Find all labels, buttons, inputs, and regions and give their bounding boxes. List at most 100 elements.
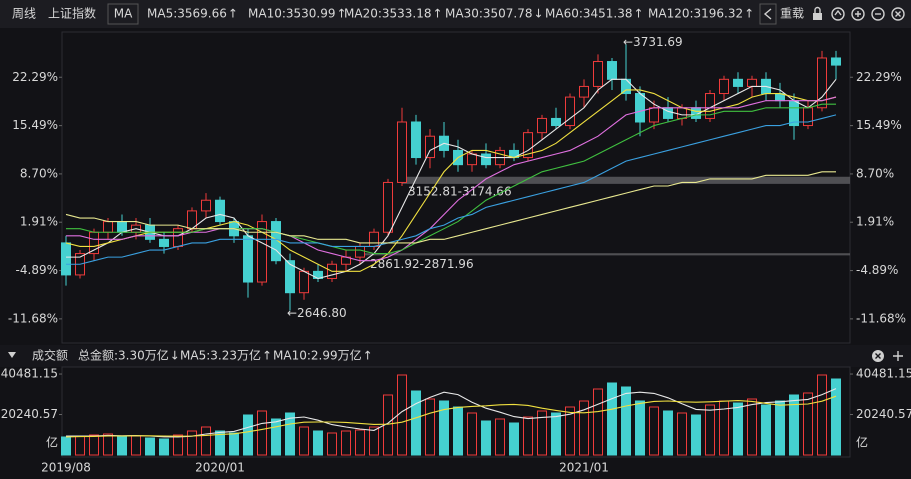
close-icon[interactable]: [891, 7, 905, 21]
ma-line: [66, 103, 836, 255]
volume-bar: [313, 430, 323, 456]
y-tick-label: 15.49%: [12, 118, 58, 132]
y-tick-label: 40481.15: [856, 367, 911, 381]
candle-body: [481, 153, 491, 166]
price-band: [364, 253, 850, 256]
candle-body: [635, 93, 645, 123]
zoom-in-icon[interactable]: [851, 7, 865, 21]
volume-bar: [285, 412, 295, 456]
volume-bar: [705, 404, 715, 456]
volume-bar: [159, 438, 169, 456]
candle-body: [355, 245, 365, 258]
volume-bar: [635, 400, 645, 456]
candle-body: [383, 181, 393, 233]
ma-line: [66, 78, 837, 280]
volume-bar: [131, 435, 141, 456]
candle-body: [593, 61, 603, 87]
candle-body: [159, 238, 169, 247]
candle-body: [551, 117, 561, 127]
volume-header: [0, 345, 911, 367]
total-arrow: ↓: [170, 349, 180, 363]
candle-body: [537, 117, 547, 134]
volume-close-icon[interactable]: [872, 350, 884, 362]
legend-arrow: ↑: [337, 7, 347, 21]
legend-arrow: ↑: [634, 7, 644, 21]
candle-body: [201, 199, 211, 212]
volume-bar: [453, 406, 463, 456]
candle-body: [215, 199, 225, 223]
lock-icon[interactable]: [813, 6, 822, 21]
candle-body: [831, 57, 841, 66]
candle-body: [747, 78, 757, 87]
volume-title: 成交额: [32, 348, 68, 363]
volume-bar: [439, 400, 449, 456]
x-tick-label: 2019/08: [41, 461, 91, 475]
symbol-name[interactable]: 上证指数: [48, 6, 96, 21]
legend-arrow: ↑: [228, 7, 238, 21]
y-tick-label: 20240.57: [856, 407, 911, 421]
volume-bar: [817, 374, 827, 456]
volume-bar: [509, 422, 519, 456]
y-tick-label: 1.91%: [856, 215, 894, 229]
candle-body: [677, 107, 687, 119]
y-tick-label: 20240.57: [1, 407, 58, 421]
volume-bar: [327, 432, 337, 456]
volume-add-icon[interactable]: [893, 351, 903, 361]
up-icon[interactable]: [831, 7, 845, 21]
collapse-icon: [763, 8, 772, 20]
candle-body: [607, 61, 617, 80]
band-label: 3152.81-3174.66: [408, 184, 512, 198]
legend-arrow: ↑: [744, 7, 754, 21]
annotation: ←3731.69: [623, 35, 683, 49]
candle-body: [411, 121, 421, 159]
y-tick-label: 8.70%: [20, 166, 58, 180]
volume-bar: [467, 412, 477, 456]
legend-arrow: ↑: [262, 349, 272, 363]
zoom-out-icon[interactable]: [871, 7, 885, 21]
volume-bar: [173, 434, 183, 456]
volume-bar: [803, 392, 813, 456]
y-tick-label: 8.70%: [856, 166, 894, 180]
candle-body: [579, 85, 589, 98]
volume-bar: [187, 430, 197, 456]
x-tick-label: 2020/01: [195, 461, 245, 475]
volume-bar: [677, 412, 687, 456]
candle-body: [621, 78, 631, 95]
volume-bar: [411, 390, 421, 456]
reload-button[interactable]: 重载: [780, 7, 804, 21]
volume-bar: [103, 433, 113, 456]
volume-bar: [551, 412, 561, 456]
y-tick-label: 40481.15: [1, 367, 58, 381]
legend-entry: MA5:3569.66: [147, 7, 227, 21]
volume-bar: [691, 414, 701, 456]
price-band: [402, 176, 850, 184]
collapse-button[interactable]: [759, 3, 777, 25]
candle-body: [467, 153, 477, 166]
legend-arrow: ↑: [363, 349, 373, 363]
volume-bar: [495, 418, 505, 456]
y-tick-label: -4.89%: [16, 263, 58, 277]
candle-body: [565, 96, 575, 127]
indicator-name[interactable]: MA: [114, 7, 133, 21]
legend-arrow: ↓: [534, 7, 544, 21]
legend-entry: MA20:3533.18: [344, 7, 432, 21]
annotation: ←2646.80: [287, 306, 347, 320]
x-tick-label: 2021/01: [559, 461, 609, 475]
volume-bar: [579, 400, 589, 456]
volume-collapse-icon[interactable]: [8, 352, 16, 358]
volume-bar: [299, 426, 309, 456]
indicator-box[interactable]: [107, 3, 139, 25]
period-tab[interactable]: 周线: [12, 7, 36, 21]
volume-bar: [61, 436, 71, 456]
volume-bar: [271, 418, 281, 456]
volume-bar: [733, 402, 743, 456]
candle-body: [61, 242, 71, 276]
toolbar: [0, 0, 911, 28]
volume-bar: [621, 386, 631, 456]
candle-body: [397, 121, 407, 183]
volume-bar: [789, 394, 799, 456]
y-tick-label: -4.89%: [856, 263, 898, 277]
y-tick-label: 22.29%: [12, 70, 58, 84]
volume-bar: [831, 378, 841, 456]
volume-bar: [369, 426, 379, 456]
